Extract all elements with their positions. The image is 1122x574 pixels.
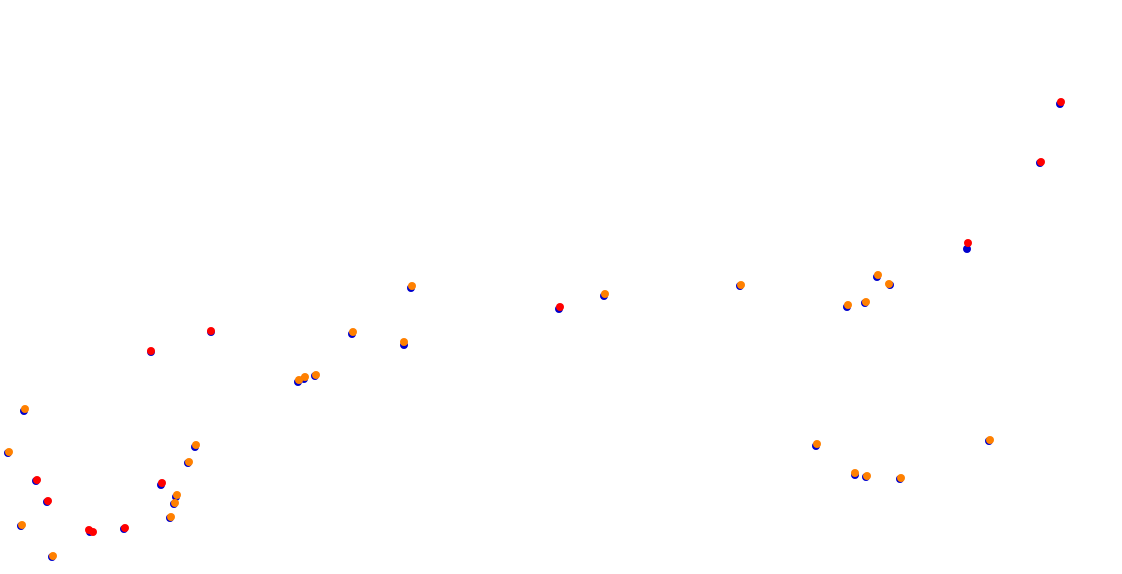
point <box>844 301 852 309</box>
point <box>158 479 166 487</box>
point <box>986 436 994 444</box>
point <box>301 373 309 381</box>
point <box>49 552 57 560</box>
point <box>556 303 564 311</box>
point <box>185 458 193 466</box>
point <box>21 405 29 413</box>
point <box>885 280 893 288</box>
point <box>192 441 200 449</box>
point <box>897 474 905 482</box>
point <box>1037 158 1045 166</box>
point <box>874 271 882 279</box>
point <box>737 281 745 289</box>
point <box>18 521 26 529</box>
point <box>147 347 155 355</box>
point <box>813 440 821 448</box>
point <box>33 476 41 484</box>
point <box>862 298 870 306</box>
point <box>851 469 859 477</box>
point <box>173 491 181 499</box>
point <box>171 499 179 507</box>
point <box>601 290 609 298</box>
point <box>964 239 972 247</box>
point <box>295 376 303 384</box>
point <box>1057 98 1065 106</box>
point <box>44 497 52 505</box>
point <box>963 245 971 253</box>
point <box>400 338 408 346</box>
point <box>89 528 97 536</box>
point <box>349 328 357 336</box>
point <box>5 448 13 456</box>
point <box>863 472 871 480</box>
point <box>167 513 175 521</box>
point <box>121 524 129 532</box>
point <box>312 371 320 379</box>
point <box>408 282 416 290</box>
point <box>207 327 215 335</box>
